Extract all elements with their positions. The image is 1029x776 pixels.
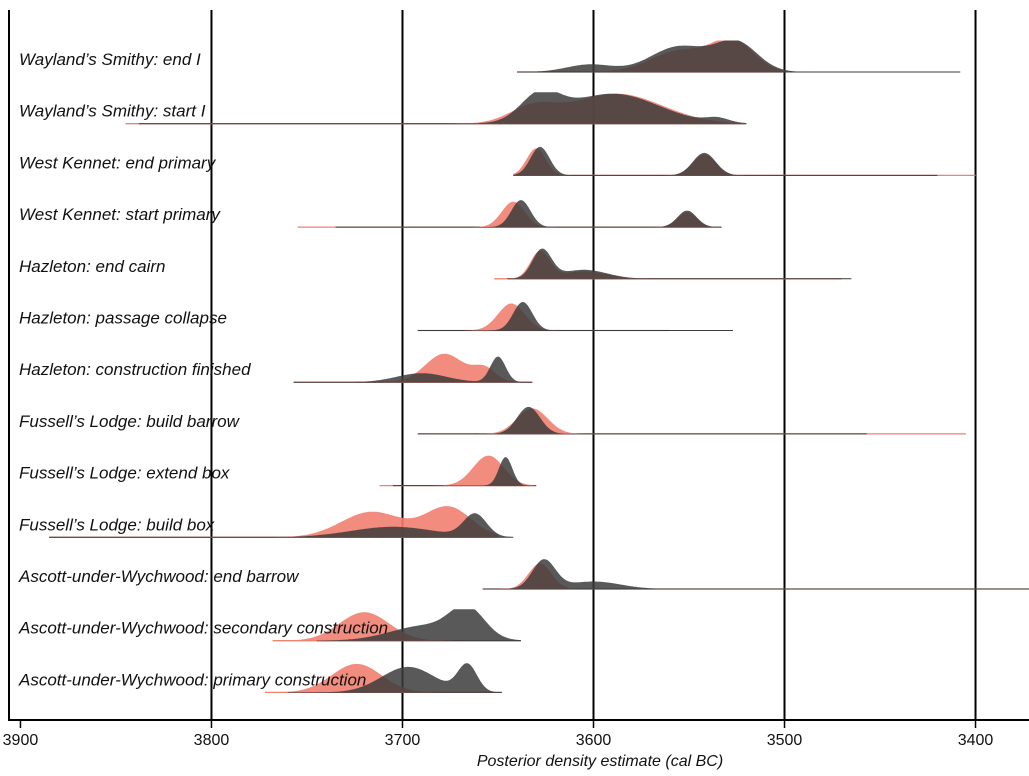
model-a-density [417,406,867,434]
ridge-row-1 [125,92,747,125]
ridge-row-7 [417,406,966,435]
row-label: West Kennet: start primary [19,205,221,224]
model-a-density [392,457,537,486]
model-a-density [482,559,1029,589]
x-tick-label: 3600 [576,732,612,749]
x-tick-label: 3400 [958,732,994,749]
ridge-row-8 [379,455,537,487]
row-label: Hazleton: construction finished [19,360,251,379]
row-label: Wayland’s Smithy: start I [19,102,206,121]
model-a-density [513,146,938,176]
row-label: West Kennet: end primary [19,153,217,172]
ridge-row-2 [513,146,976,177]
row-label: Hazleton: end cairn [19,257,165,276]
ridge-row-6 [293,353,533,383]
row-label: Fussell’s Lodge: build box [19,515,215,534]
ridge-row-0 [517,40,961,73]
x-tick-label: 3500 [767,732,803,749]
model-b-density [417,303,670,331]
model-a-density [138,92,747,124]
model-b-density [513,148,976,176]
x-axis-title: Posterior density estimate (cal BC) [477,753,723,770]
ridge-row-9 [49,506,514,538]
row-label: Ascott-under-Wychwood: secondary constru… [18,619,388,638]
model-a-density [49,513,514,538]
ridge-row-3 [297,200,722,228]
row-label: Fussell’s Lodge: build barrow [19,412,241,431]
x-tick-label: 3700 [385,732,421,749]
model-b-density [417,408,966,434]
row-label: Ascott-under-Wychwood: end barrow [18,567,300,586]
x-tick-label: 3800 [194,732,230,749]
model-a-density [287,663,502,693]
model-a-density [417,302,733,331]
axis-layer: 3900 3800 3700 3600 3500 3400 Posterior densit… [3,10,1029,770]
ridge-row-12 [264,663,502,694]
row-label: Wayland’s Smithy: end I [19,50,201,69]
row-label: Hazleton: passage collapse [19,309,227,328]
model-a-density [293,356,533,383]
model-a-density [517,40,961,72]
plot-layer [49,10,1029,720]
row-label: Fussell’s Lodge: extend box [19,464,230,483]
model-a-density [316,609,521,641]
model-a-density [335,200,722,228]
model-b-density [293,353,533,383]
model-a-density [507,248,852,279]
model-b-density [272,612,521,641]
ridge-row-11 [272,609,521,642]
row-label: Ascott-under-Wychwood: primary construct… [18,670,366,689]
label-layer: Wayland’s Smithy: end I Wayland’s Smithy:… [18,50,388,689]
ridge-row-4 [494,248,852,280]
ridge-row-5 [417,302,733,332]
ridge-row-10 [482,559,1029,590]
x-tick-label: 3900 [3,732,39,749]
